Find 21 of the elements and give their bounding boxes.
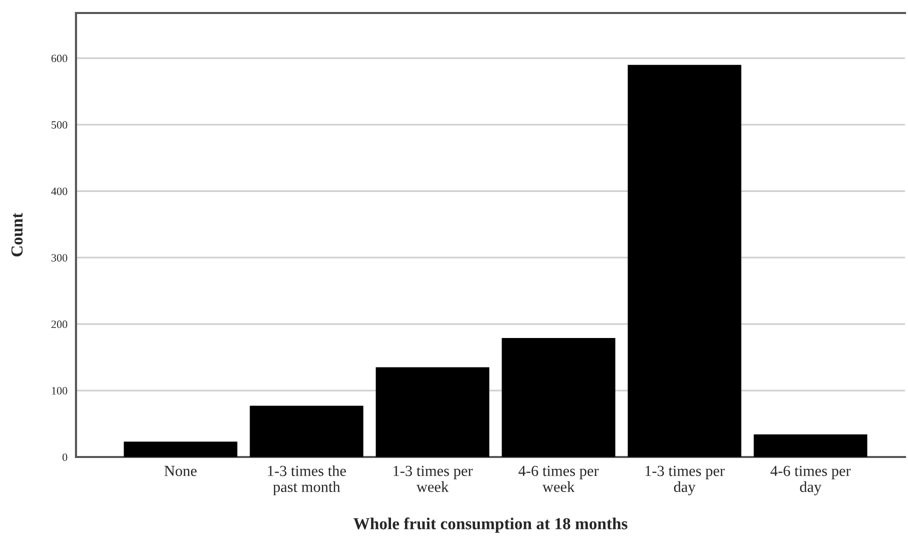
y-tick-label: 300	[52, 254, 68, 262]
x-tick-label: None	[164, 466, 197, 476]
x-tick-label: 1-3 times the past month	[268, 465, 346, 496]
bar	[754, 434, 868, 457]
y-axis-title: Count	[11, 212, 23, 256]
y-tick-label: 600	[51, 54, 68, 62]
x-tick-label: 4-6 times per week	[518, 466, 599, 492]
x-axis-title: Whole fruit consumption at 18 months	[353, 517, 628, 533]
y-tick-label: 500	[52, 121, 68, 129]
bar	[124, 442, 238, 457]
y-tick-label: 0	[62, 453, 68, 461]
y-tick-label: 400	[51, 188, 68, 196]
y-tick-label: 200	[51, 320, 68, 328]
bar	[502, 338, 616, 457]
bar	[628, 64, 742, 457]
x-tick-label: 1-3 times per day	[646, 466, 725, 496]
x-tick-label: 4-6 times per day	[770, 466, 851, 496]
bar	[376, 367, 490, 457]
x-tick-label: 1-3 times per week	[394, 466, 473, 492]
y-tick-label: 100	[52, 387, 68, 394]
bar	[250, 406, 364, 457]
